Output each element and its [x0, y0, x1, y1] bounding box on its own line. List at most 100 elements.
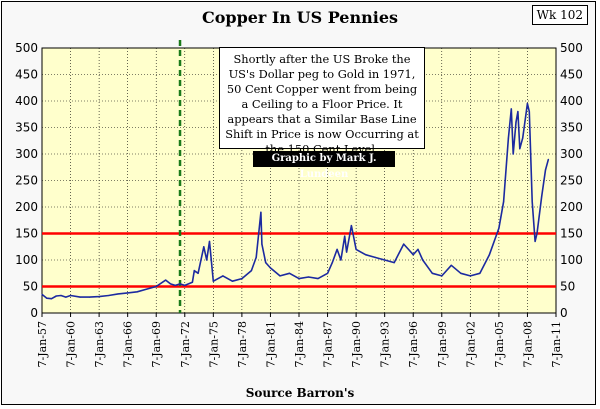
data-point	[331, 262, 333, 264]
data-point	[250, 270, 253, 272]
y-tick-label-left: 0	[30, 306, 38, 320]
x-tick-label: 7-Jan-78	[236, 321, 249, 367]
x-tick-label: 7-Jan-05	[493, 321, 506, 367]
x-axis-title: Source Barron's	[245, 386, 355, 400]
data-point	[510, 108, 512, 110]
y-tick-label-right: 150	[560, 227, 583, 241]
y-tick-label-left: 450	[15, 68, 38, 82]
y-tick-label-right: 300	[560, 147, 583, 161]
x-tick-label: 7-Jan-63	[93, 321, 106, 367]
y-tick-label-right: 50	[560, 280, 575, 294]
y-tick-label-left: 300	[15, 147, 38, 161]
x-tick-label: 7-Jan-57	[36, 321, 49, 367]
data-point	[261, 243, 263, 245]
y-tick-label-left: 400	[15, 94, 38, 108]
data-point	[184, 284, 186, 287]
data-point	[169, 283, 172, 285]
y-tick-label-left: 200	[15, 200, 38, 214]
data-point	[174, 284, 176, 287]
reference-lines	[42, 232, 556, 288]
data-point	[547, 158, 549, 160]
x-tick-label: 7-Jan-90	[350, 321, 363, 367]
y-tick-label-left: 150	[15, 227, 38, 241]
data-point	[65, 296, 67, 298]
y-tick-label-left: 500	[15, 41, 38, 55]
data-point	[260, 211, 262, 213]
y-tick-label-left: 50	[23, 280, 38, 294]
data-point	[326, 272, 329, 274]
data-point	[365, 254, 367, 256]
x-tick-label: 7-Jan-81	[264, 321, 277, 367]
grid-lines	[42, 48, 556, 313]
data-point	[136, 291, 138, 293]
data-point	[55, 295, 57, 297]
data-point	[544, 169, 547, 171]
data-point	[417, 248, 419, 250]
y-axis-right: 0 50 100 150 200 250 300 350 400 450 500	[560, 41, 583, 320]
data-point	[479, 272, 481, 274]
data-point	[98, 295, 100, 298]
y-tick-label-right: 500	[560, 41, 583, 55]
data-point	[155, 285, 157, 288]
data-point	[50, 298, 53, 300]
x-tick-label: 7-Jan-02	[464, 321, 477, 367]
y-tick-label-right: 250	[560, 174, 583, 188]
data-point	[450, 264, 452, 266]
series-line-0	[41, 102, 550, 300]
data-point	[241, 277, 243, 280]
data-point	[307, 276, 310, 278]
credit-label: Graphic by Mark J. Lundeen	[253, 151, 395, 180]
data-point	[41, 293, 43, 296]
data-point	[526, 103, 529, 105]
x-tick-label: 7-Jan-72	[179, 321, 192, 367]
x-tick-label: 7-Jan-84	[293, 321, 306, 367]
data-point	[541, 195, 543, 197]
data-point	[344, 235, 346, 237]
data-point	[355, 248, 357, 250]
annotation-box: Shortly after the US Broke the US's Doll…	[219, 47, 425, 156]
data-point	[279, 275, 281, 277]
x-tick-label: 7-Jan-96	[407, 321, 420, 367]
data-point	[231, 280, 233, 282]
data-point	[496, 232, 498, 235]
data-point	[46, 297, 48, 299]
y-axis-left: 0 50 100 150 200 250 300 350 400 450 500	[15, 41, 38, 320]
data-point	[412, 254, 414, 256]
data-point	[165, 279, 167, 281]
x-tick-label: 7-Jan-99	[436, 321, 449, 367]
data-point	[193, 270, 195, 272]
data-point	[340, 259, 342, 261]
data-point	[536, 232, 538, 235]
y-tick-label-left: 100	[15, 253, 38, 267]
annotation-text: Shortly after the US Broke the US's Doll…	[225, 52, 419, 156]
chart-title: Copper In US Pennies	[201, 8, 399, 27]
x-tick-label: 7-Jan-75	[207, 321, 220, 367]
data-point	[60, 294, 62, 297]
data-point	[403, 243, 405, 245]
data-point	[345, 251, 348, 253]
y-tick-label-left: 350	[15, 121, 38, 135]
data-point	[512, 153, 514, 155]
y-tick-label-right: 350	[560, 121, 583, 135]
y-tick-label-left: 250	[15, 174, 38, 188]
y-tick-label-right: 200	[560, 200, 583, 214]
y-tick-label-right: 100	[560, 253, 583, 267]
data-point	[393, 262, 395, 264]
data-point	[519, 148, 521, 150]
data-point	[222, 275, 224, 277]
x-tick-label: 7-Jan-08	[521, 321, 534, 367]
data-point	[127, 292, 129, 294]
x-axis: 7-Jan-57 7-Jan-60 7-Jan-63 7-Jan-66 7-Jan-69…	[36, 313, 563, 367]
data-point	[460, 272, 462, 274]
data-point	[515, 121, 517, 123]
data-point	[146, 288, 148, 290]
data-point	[79, 296, 81, 298]
x-tick-label: 7-Jan-11	[550, 321, 563, 367]
data-point	[255, 256, 257, 258]
week-badge: Wk 102	[531, 5, 588, 25]
data-point	[179, 283, 181, 285]
data-point	[384, 259, 386, 261]
data-point	[117, 293, 119, 295]
x-tick-label: 7-Jan-87	[322, 321, 335, 367]
data-point	[507, 137, 510, 139]
